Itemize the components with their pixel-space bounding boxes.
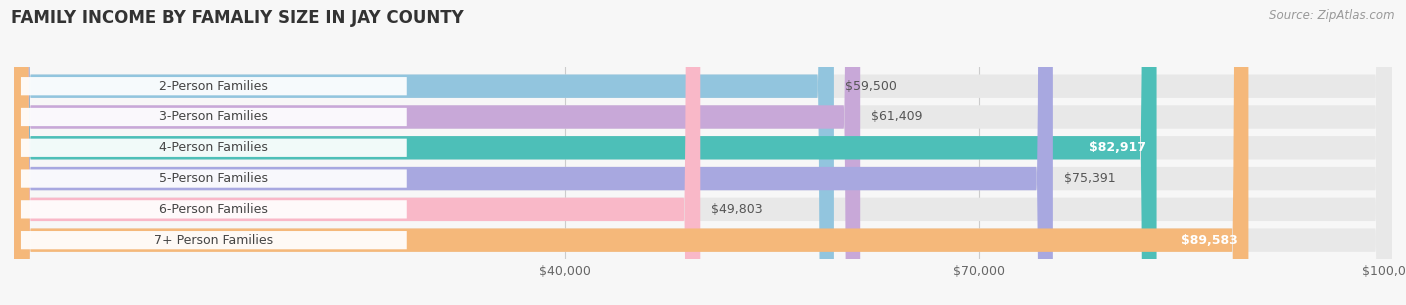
Text: 6-Person Families: 6-Person Families <box>159 203 269 216</box>
Text: FAMILY INCOME BY FAMALIY SIZE IN JAY COUNTY: FAMILY INCOME BY FAMALIY SIZE IN JAY COU… <box>11 9 464 27</box>
Text: $49,803: $49,803 <box>711 203 763 216</box>
Text: $61,409: $61,409 <box>872 110 922 124</box>
Text: 3-Person Families: 3-Person Families <box>159 110 269 124</box>
FancyBboxPatch shape <box>21 200 406 218</box>
Text: 7+ Person Families: 7+ Person Families <box>155 234 273 247</box>
FancyBboxPatch shape <box>14 0 834 305</box>
Text: 2-Person Families: 2-Person Families <box>159 80 269 93</box>
FancyBboxPatch shape <box>21 231 406 249</box>
FancyBboxPatch shape <box>14 0 1392 305</box>
FancyBboxPatch shape <box>14 0 1392 305</box>
FancyBboxPatch shape <box>21 170 406 188</box>
FancyBboxPatch shape <box>14 0 1157 305</box>
Text: Source: ZipAtlas.com: Source: ZipAtlas.com <box>1270 9 1395 22</box>
FancyBboxPatch shape <box>14 0 700 305</box>
FancyBboxPatch shape <box>14 0 1249 305</box>
FancyBboxPatch shape <box>14 0 1392 305</box>
Text: $82,917: $82,917 <box>1088 141 1146 154</box>
FancyBboxPatch shape <box>21 139 406 157</box>
FancyBboxPatch shape <box>21 108 406 126</box>
FancyBboxPatch shape <box>14 0 1392 305</box>
FancyBboxPatch shape <box>14 0 860 305</box>
Text: 4-Person Families: 4-Person Families <box>159 141 269 154</box>
FancyBboxPatch shape <box>14 0 1053 305</box>
Text: $59,500: $59,500 <box>845 80 897 93</box>
FancyBboxPatch shape <box>14 0 1392 305</box>
FancyBboxPatch shape <box>14 0 1392 305</box>
Text: $89,583: $89,583 <box>1181 234 1237 247</box>
Text: 5-Person Families: 5-Person Families <box>159 172 269 185</box>
FancyBboxPatch shape <box>21 77 406 95</box>
Text: $75,391: $75,391 <box>1064 172 1115 185</box>
